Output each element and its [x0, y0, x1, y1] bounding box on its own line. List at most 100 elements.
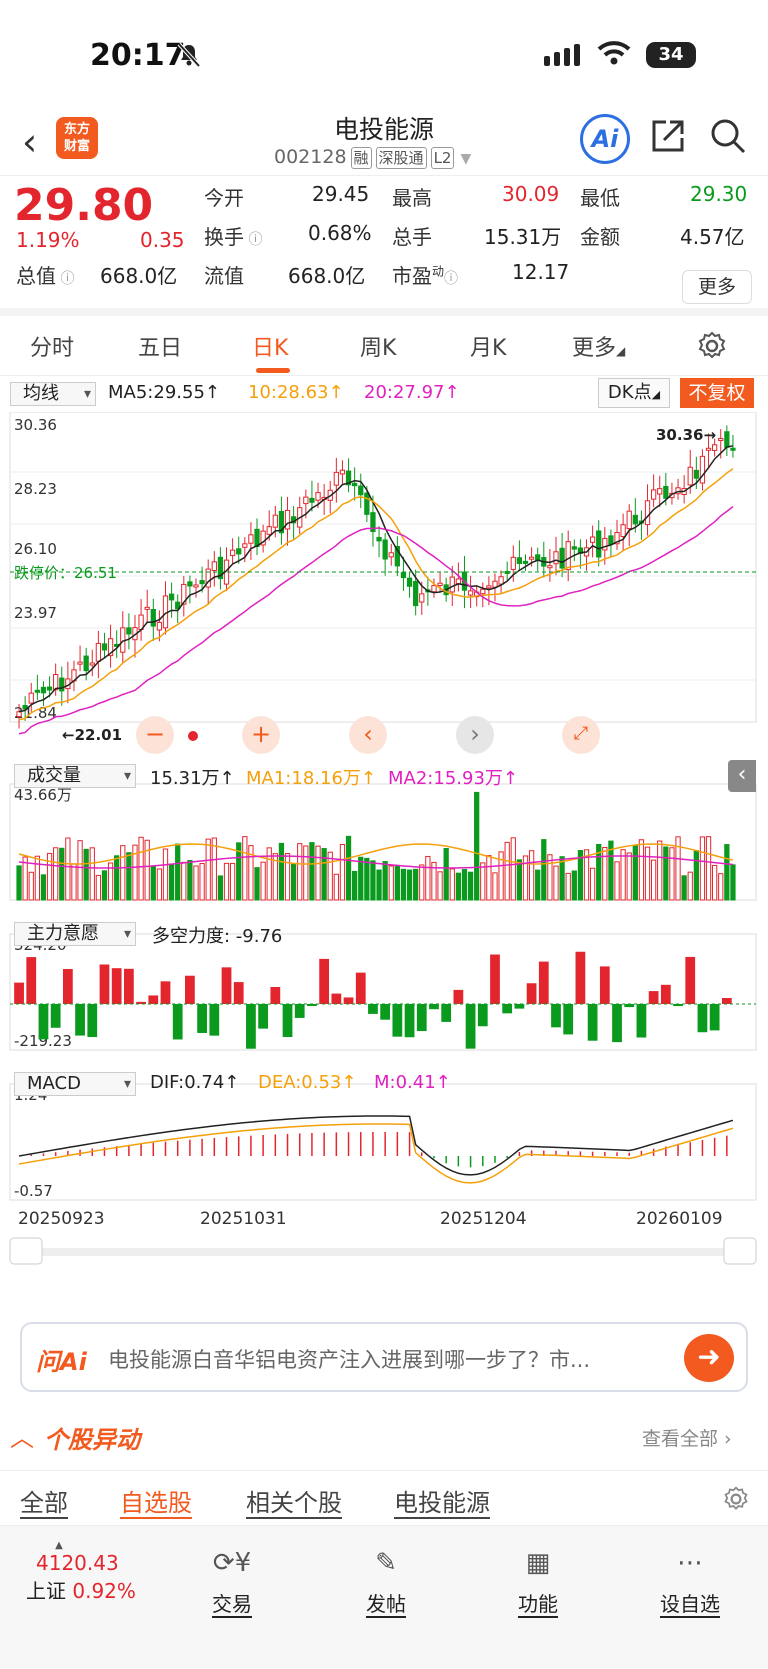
force-bar: [624, 1004, 635, 1008]
fullscreen-icon[interactable]: ⤢: [562, 716, 600, 754]
dk-point-button[interactable]: DK点◢: [598, 378, 670, 408]
volume-bar: [162, 848, 169, 901]
volume-bar: [528, 850, 535, 901]
more-button[interactable]: 更多: [682, 270, 752, 304]
force-bar: [709, 1004, 720, 1031]
dea-line: [18, 1123, 734, 1184]
volume-bar: [168, 863, 175, 901]
volume-bar: [144, 839, 150, 901]
volume-bar: [327, 851, 333, 901]
zoom-out-button[interactable]: −: [136, 716, 174, 754]
candle-body: [718, 438, 724, 442]
candle-body: [181, 583, 187, 605]
force-bar: [282, 1004, 293, 1038]
ma-select[interactable]: 均线: [10, 382, 96, 406]
candle-body: [199, 580, 205, 585]
subtab-related[interactable]: 相关个股: [246, 1489, 342, 1517]
force-bar: [111, 968, 122, 1004]
candle-body: [358, 485, 364, 496]
volume-bar: [681, 875, 687, 901]
scroll-right-button[interactable]: ›: [456, 716, 494, 754]
chevron-down-icon[interactable]: ▼: [460, 151, 472, 167]
period-tabs: 分时 五日 日K 周K 月K 更多◢: [0, 318, 768, 376]
candle-body: [278, 510, 285, 534]
amount-value: 4.57亿: [680, 225, 745, 249]
y-tick-label: 23.97: [14, 604, 57, 622]
candle-body: [40, 686, 47, 694]
adjust-button[interactable]: 不复权: [680, 378, 754, 408]
volume-bar: [126, 852, 132, 901]
turnover-value: 0.68%: [308, 221, 372, 245]
volume-bar: [266, 847, 272, 901]
trade-button[interactable]: ⟳¥ 交易: [182, 1548, 282, 1617]
candle-body: [333, 471, 339, 486]
chevron-up-icon[interactable]: ︿: [10, 1424, 34, 1452]
tab-five-day[interactable]: 五日: [138, 336, 183, 361]
force-bar: [490, 954, 500, 1004]
share-icon[interactable]: [650, 118, 686, 154]
m-label: M:0.41↑: [374, 1072, 451, 1093]
scroll-left-button[interactable]: ‹: [349, 716, 387, 754]
candle-body: [516, 557, 523, 564]
force-select[interactable]: 主力意愿: [14, 922, 136, 946]
back-button[interactable]: ‹: [22, 120, 38, 164]
force-bar: [636, 1004, 647, 1038]
candle-body: [724, 431, 730, 448]
wifi-icon: [597, 41, 631, 65]
gear-icon[interactable]: [722, 1485, 750, 1513]
volume-bar: [297, 843, 303, 901]
post-button[interactable]: ✎ 发帖: [336, 1548, 436, 1617]
ai-question-text[interactable]: 电投能源白音华铝电资产注入进展到哪一步了？市...: [108, 1348, 591, 1372]
search-icon[interactable]: [710, 118, 746, 154]
kline-chart[interactable]: 30.3628.2326.1023.9721.84跌停价：26.5130.36→…: [0, 412, 768, 1276]
force-bar: [87, 1004, 98, 1038]
tab-intraday[interactable]: 分时: [30, 336, 75, 361]
candle-body: [455, 578, 462, 585]
candle-body: [400, 572, 407, 579]
tab-monthly-k[interactable]: 月K: [470, 336, 507, 361]
ai-button[interactable]: Ai: [580, 114, 630, 164]
volume-bar: [150, 866, 156, 901]
force-bar: [453, 989, 464, 1004]
candle-body: [608, 535, 614, 546]
ai-question-box[interactable]: 问Ai 电投能源白音华铝电资产注入进展到哪一步了？市... ➜: [20, 1322, 748, 1392]
volume-bar: [589, 867, 596, 901]
volume-bar: [358, 856, 364, 901]
candle-body: [620, 524, 626, 538]
add-watchlist-button[interactable]: ⋯ 设自选: [640, 1548, 740, 1617]
volume-bar: [669, 847, 675, 901]
volume-select[interactable]: 成交量: [14, 764, 136, 788]
volume-bar: [114, 855, 120, 901]
tab-daily-k[interactable]: 日K: [252, 336, 289, 361]
force-bar: [514, 1004, 525, 1009]
force-bar: [465, 1004, 476, 1049]
candle-body: [28, 692, 34, 704]
date-label: 20251204: [440, 1209, 527, 1229]
tab-more[interactable]: 更多◢: [572, 336, 626, 361]
volume-bar: [339, 844, 346, 901]
ma20-label: 20:27.97↑: [364, 382, 460, 403]
tab-weekly-k[interactable]: 周K: [360, 336, 397, 361]
function-button[interactable]: ▦ 功能: [488, 1548, 588, 1617]
edit-icon: ✎: [375, 1548, 397, 1578]
volume-bar: [53, 847, 59, 901]
volume-bar: [492, 872, 498, 901]
dea-label: DEA:0.53↑: [258, 1072, 357, 1093]
index-widget[interactable]: ▲ 4120.43 上证 0.92%: [14, 1540, 164, 1604]
force-bar: [368, 1004, 378, 1014]
arrow-right-icon[interactable]: ➜: [684, 1334, 734, 1382]
subtab-stock[interactable]: 电投能源: [394, 1489, 490, 1517]
volume-bar: [541, 839, 547, 901]
subtab-watchlist[interactable]: 自选股: [120, 1489, 192, 1517]
volume-bar: [254, 867, 260, 901]
force-bar: [685, 956, 696, 1004]
subtab-all[interactable]: 全部: [20, 1489, 68, 1517]
collapse-panel-button[interactable]: ‹: [728, 760, 756, 792]
zoom-in-button[interactable]: +: [242, 716, 280, 754]
macd-select[interactable]: MACD: [14, 1072, 136, 1096]
status-time: 20:17: [90, 38, 186, 73]
bottom-toolbar: ▲ 4120.43 上证 0.92% ⟳¥ 交易 ✎ 发帖 ▦ 功能 ⋯ 设自选: [0, 1526, 768, 1669]
chart-area: 均线 MA5:29.55↑ 10:28.63↑ 20:27.97↑ DK点◢ 不…: [0, 376, 768, 1276]
view-all-link[interactable]: 查看全部 ›: [642, 1428, 732, 1450]
gear-icon[interactable]: [696, 330, 728, 362]
